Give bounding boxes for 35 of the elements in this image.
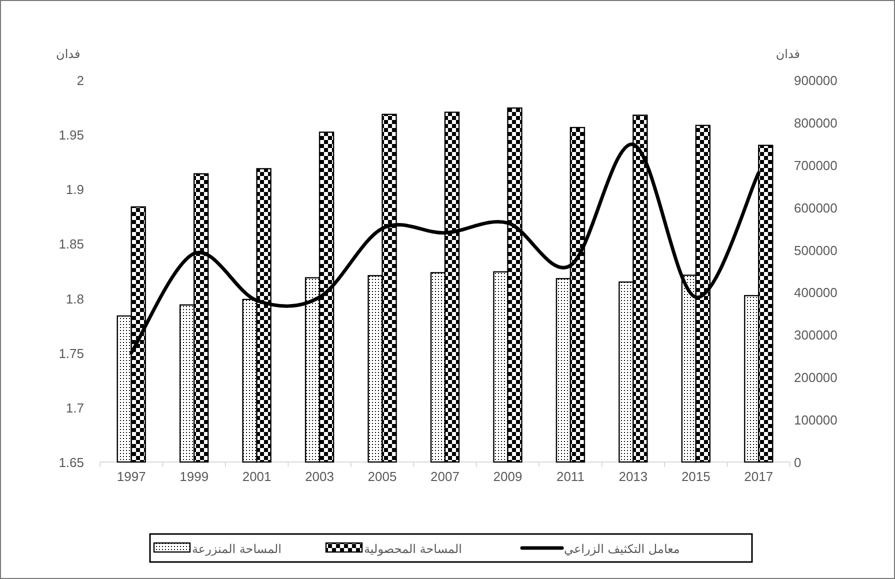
y2-tick-label: 500000	[794, 242, 838, 258]
y-tick-label: 1.9	[66, 182, 84, 198]
y2-tick-label: 100000	[794, 412, 838, 428]
y-tick-label: 2	[76, 73, 84, 88]
y-tick-label: 1.85	[58, 236, 84, 252]
y2-tick-label: 700000	[794, 158, 838, 173]
x-tick-label: 2017	[744, 469, 774, 484]
y2-tick-label: 800000	[794, 115, 838, 130]
x-tick-label: 2005	[368, 469, 397, 484]
x-tick-label: 2001	[242, 469, 272, 484]
y2-tick-label: 200000	[794, 370, 838, 386]
y-tick-label: 1.7	[66, 400, 84, 416]
y2-tick-label: 300000	[794, 328, 838, 343]
y-tick-label: 1.8	[66, 291, 84, 306]
x-tick-label: 2011	[556, 469, 584, 484]
y2-tick-label: 400000	[794, 285, 838, 300]
y-axis-title: فدان	[56, 47, 80, 61]
x-tick-label: 2007	[430, 469, 460, 484]
x-tick-label: 1999	[180, 469, 209, 484]
x-tick-label: 2009	[493, 469, 522, 484]
x-tick-label: 2013	[618, 469, 648, 484]
legend: المساحة المنزرعة المساحة المحصولية معامل التكثيف الزراعي	[149, 533, 753, 563]
y-tick-label: 1.65	[58, 455, 84, 470]
x-tick-label: 1997	[116, 469, 146, 484]
y2-tick-label: 0	[794, 455, 802, 470]
legend-label: معامل التكثيف الزراعي	[564, 542, 680, 556]
y-tick-label: 1.75	[58, 346, 84, 361]
x-tick-label: 2015	[681, 469, 710, 484]
x-tick-label: 2003	[305, 469, 334, 484]
y2-tick-label: 600000	[794, 200, 838, 216]
y2-axis-title: فدان	[776, 47, 800, 61]
legend-label: المساحة المنزرعة	[192, 542, 282, 556]
y2-tick-label: 900000	[794, 73, 838, 88]
y-tick-label: 1.95	[58, 128, 84, 143]
legend-label: المساحة المحصولية	[364, 542, 462, 556]
